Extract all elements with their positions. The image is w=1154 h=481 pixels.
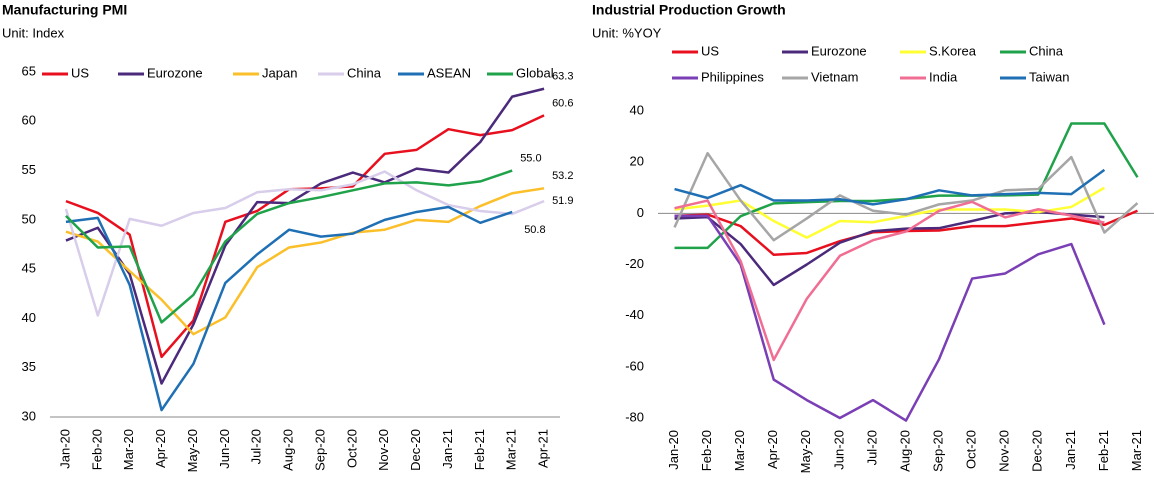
y-tick-label: 40 <box>630 102 644 117</box>
x-tick-label: Apr-20 <box>153 429 168 468</box>
y-tick-label: 55 <box>22 162 36 177</box>
chart-subtitle: Unit: %YOY <box>592 25 662 40</box>
series-line <box>674 168 1106 206</box>
data-label: 55.0 <box>520 152 541 164</box>
x-tick-label: Nov-20 <box>376 429 391 471</box>
chart-title: Manufacturing PMI <box>2 2 127 18</box>
legend-label: ASEAN <box>427 65 471 80</box>
x-tick-label: Feb-21 <box>1096 430 1111 471</box>
legend-label: Vietnam <box>811 69 858 84</box>
chart-title: Industrial Production Growth <box>592 2 786 18</box>
y-tick-label: 20 <box>630 154 644 169</box>
legend-label: China <box>1029 43 1064 58</box>
legend-label: S.Korea <box>929 43 977 58</box>
x-tick-label: Apr-20 <box>765 430 780 469</box>
x-tick-label: Sep-20 <box>931 430 946 472</box>
legend-label: Eurozone <box>811 43 867 58</box>
y-tick-label: 50 <box>22 211 36 226</box>
x-tick-label: May-20 <box>185 429 200 472</box>
chart-subtitle: Unit: Index <box>2 25 65 40</box>
x-tick-label: May-20 <box>798 430 813 473</box>
x-tick-label: Jan-20 <box>57 429 72 469</box>
y-tick-label: 35 <box>22 359 36 374</box>
data-label: 63.3 <box>552 71 573 83</box>
y-tick-label: 40 <box>22 310 36 325</box>
series-line <box>65 205 513 412</box>
y-tick-label: 60 <box>22 113 36 128</box>
x-tick-label: Jun-20 <box>217 429 232 469</box>
x-tick-label: Sep-20 <box>312 429 327 471</box>
legend-label: Global <box>516 65 554 80</box>
legend-label: US <box>71 65 89 80</box>
legend-label: Philippines <box>701 69 764 84</box>
x-tick-label: Mar-21 <box>1129 430 1144 471</box>
y-tick-label: 65 <box>22 63 36 78</box>
data-label: 53.2 <box>552 170 573 182</box>
x-tick-label: Jan-20 <box>666 430 681 470</box>
series-line <box>64 170 545 317</box>
x-tick-label: Dec-20 <box>408 429 423 471</box>
series-line <box>674 214 1106 422</box>
x-tick-label: Mar-20 <box>732 430 747 471</box>
y-tick-label: 0 <box>637 205 644 220</box>
x-tick-label: Nov-20 <box>997 430 1012 472</box>
legend-label: Taiwan <box>1029 69 1069 84</box>
x-tick-label: Jul-20 <box>864 430 879 465</box>
x-tick-label: Dec-20 <box>1030 430 1045 472</box>
x-tick-label: Jun-20 <box>831 430 846 470</box>
y-tick-label: -80 <box>625 409 644 424</box>
legend-label: Japan <box>262 65 297 80</box>
x-tick-label: Aug-20 <box>897 430 912 472</box>
x-tick-label: Mar-21 <box>504 429 519 470</box>
x-tick-label: Aug-20 <box>281 429 296 471</box>
x-tick-label: Feb-21 <box>472 429 487 470</box>
x-tick-label: Feb-20 <box>89 429 104 470</box>
data-label: 51.9 <box>552 195 573 207</box>
legend-label: India <box>929 69 958 84</box>
x-tick-label: Jan-21 <box>440 429 455 469</box>
data-label: 50.8 <box>524 224 545 236</box>
y-tick-label: -60 <box>625 358 644 373</box>
x-tick-label: Apr-21 <box>536 429 551 468</box>
x-tick-label: Oct-20 <box>344 429 359 468</box>
series-line <box>65 169 513 324</box>
x-tick-label: Mar-20 <box>121 429 136 470</box>
legend-label: US <box>701 43 719 58</box>
y-tick-label: -40 <box>625 307 644 322</box>
legend-label: China <box>347 65 382 80</box>
legend-label: Eurozone <box>147 65 203 80</box>
x-tick-label: Oct-20 <box>964 430 979 469</box>
y-tick-label: -20 <box>625 256 644 271</box>
series-line <box>673 151 1139 242</box>
x-tick-label: Jan-21 <box>1063 430 1078 470</box>
series-line <box>674 199 1105 362</box>
x-tick-label: Jul-20 <box>249 429 264 464</box>
y-tick-label: 30 <box>22 408 36 423</box>
y-tick-label: 45 <box>22 261 36 276</box>
data-label: 60.6 <box>552 97 573 109</box>
x-tick-label: Feb-20 <box>699 430 714 471</box>
series-line <box>65 87 545 385</box>
